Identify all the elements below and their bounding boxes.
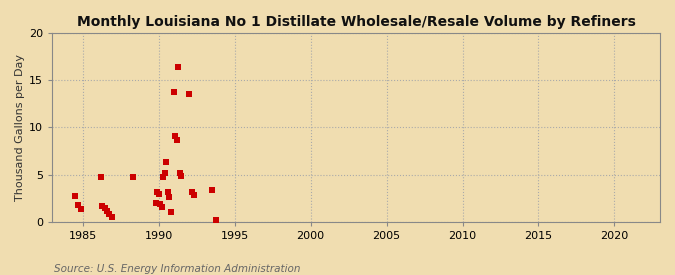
Text: Source: U.S. Energy Information Administration: Source: U.S. Energy Information Administ… — [54, 264, 300, 274]
Point — [187, 189, 198, 194]
Point — [165, 210, 176, 214]
Point — [128, 175, 138, 180]
Point — [170, 134, 181, 138]
Point — [207, 188, 217, 192]
Point — [173, 65, 184, 69]
Point — [100, 205, 111, 210]
Point — [102, 209, 113, 214]
Point — [159, 170, 170, 175]
Point — [153, 192, 164, 197]
Point — [106, 215, 117, 219]
Point — [161, 160, 171, 164]
Point — [169, 90, 180, 95]
Point — [96, 175, 107, 180]
Point — [70, 194, 80, 199]
Y-axis label: Thousand Gallons per Day: Thousand Gallons per Day — [15, 54, 25, 201]
Point — [176, 174, 187, 179]
Point — [184, 92, 194, 97]
Point — [73, 202, 84, 207]
Point — [211, 218, 222, 222]
Point — [157, 204, 167, 209]
Point — [175, 170, 186, 175]
Point — [188, 193, 199, 197]
Point — [103, 212, 114, 216]
Point — [163, 190, 173, 195]
Point — [171, 138, 182, 142]
Point — [152, 190, 163, 195]
Title: Monthly Louisiana No 1 Distillate Wholesale/Resale Volume by Refiners: Monthly Louisiana No 1 Distillate Wholes… — [77, 15, 636, 29]
Point — [97, 204, 108, 208]
Point — [158, 175, 169, 180]
Point — [164, 195, 175, 199]
Point — [155, 202, 165, 206]
Point — [76, 207, 86, 212]
Point — [151, 201, 161, 205]
